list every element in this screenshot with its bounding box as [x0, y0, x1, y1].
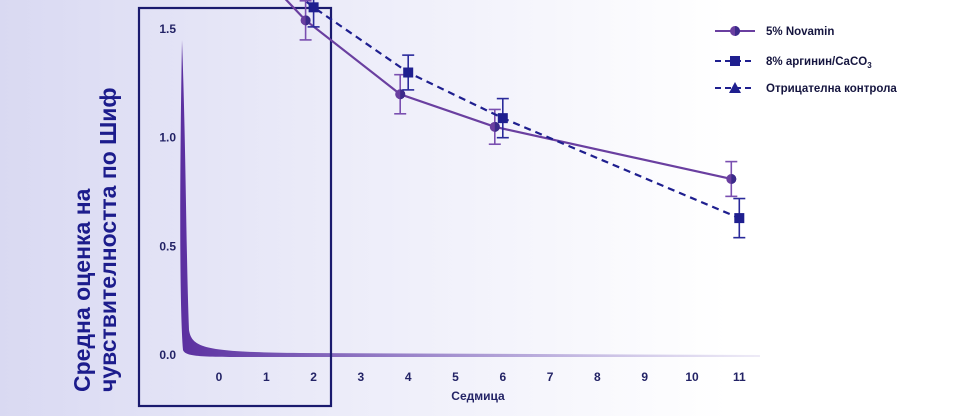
data-point-circle-half — [494, 121, 500, 132]
y-axis-label-line2: чувствителността по Шиф — [95, 87, 121, 392]
x-tick-label: 1 — [263, 370, 270, 384]
series-line — [302, 0, 740, 220]
data-point-circle-half — [400, 89, 406, 100]
legend-label-novamin: 5% Novamin — [766, 26, 834, 38]
x-ticks: 0 1 2 3 4 5 6 7 8 9 10 11 — [216, 370, 746, 384]
x-axis-label: Седмица — [451, 389, 505, 403]
x-tick-label: 5 — [452, 370, 459, 384]
legend-label-negative-control: Отрицателна контрола — [766, 83, 897, 95]
data-point-square — [734, 213, 745, 224]
x-tick-label: 2 — [310, 370, 317, 384]
data-point-circle-half — [731, 173, 737, 184]
x-tick-label: 3 — [358, 370, 365, 384]
x-tick-label: 4 — [405, 370, 412, 384]
legend-label-arginine: 8% аргинин/CaCO3 — [766, 56, 872, 70]
data-point-square — [497, 113, 508, 124]
y-tick-label: 1.5 — [159, 22, 176, 36]
x-tick-label: 9 — [641, 370, 648, 384]
series-line — [284, 0, 732, 181]
x-tick-label: 7 — [547, 370, 554, 384]
series-layer — [284, 0, 746, 239]
y-ticks: 0.00.51.01.52.02.53.0 — [159, 22, 176, 362]
x-tick-label: 0 — [216, 370, 223, 384]
highlight-box — [137, 6, 333, 408]
x-tick-label: 10 — [685, 370, 699, 384]
x-tick-label: 8 — [594, 370, 601, 384]
y-tick-label: 0.5 — [159, 239, 176, 253]
x-tick-label: 11 — [733, 370, 746, 384]
series-0 — [284, 0, 738, 198]
y-tick-label: 0.0 — [159, 348, 176, 362]
axis-swoosh — [180, 40, 760, 358]
y-tick-label: 1.0 — [159, 131, 176, 145]
data-point-square — [403, 67, 414, 78]
series-1 — [302, 0, 746, 239]
y-axis-label-line1: Средна оценка на — [69, 188, 95, 392]
legend-item-novamin: 5% Novamin — [715, 26, 834, 38]
legend: 5% Novamin 8% аргинин/CaCO3 Отрицателна … — [715, 26, 897, 95]
data-point-circle-half — [305, 15, 311, 26]
x-tick-label: 6 — [499, 370, 506, 384]
legend-item-arginine: 8% аргинин/CaCO3 — [715, 56, 872, 70]
legend-item-negative-control: Отрицателна контрола — [715, 82, 897, 95]
data-point-square — [308, 2, 319, 13]
